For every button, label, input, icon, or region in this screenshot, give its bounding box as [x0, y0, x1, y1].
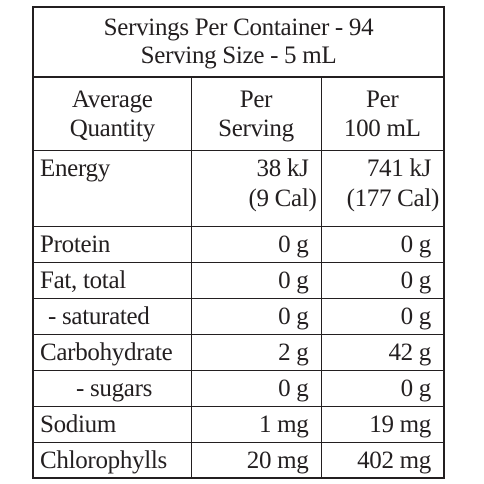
table-row: - sugars 0 g 0 g	[34, 370, 443, 407]
per-serving-value: 0 g	[190, 298, 322, 335]
table-row: Carbohydrate 2 g 42 g	[34, 334, 443, 371]
per-serving-value: 0 g	[190, 226, 322, 263]
row-label: Protein	[34, 226, 192, 263]
column-header-quantity: Average Quantity	[34, 78, 192, 151]
per-100ml-value: 19 mg	[320, 406, 443, 443]
table-row: Protein 0 g 0 g	[34, 226, 443, 263]
serving-size: Serving Size - 5 mL	[140, 42, 337, 69]
energy-per-100ml: 741 kJ (177 Cal)	[320, 150, 443, 227]
per-serving-value: 0 g	[190, 370, 322, 407]
row-label: Chlorophylls	[34, 442, 192, 478]
table-row: Fat, total 0 g 0 g	[34, 262, 443, 299]
per-serving-value: 0 g	[190, 262, 322, 299]
per-100ml-value: 0 g	[320, 298, 443, 335]
table-row: - saturated 0 g 0 g	[34, 298, 443, 335]
per-serving-value: 2 g	[190, 334, 322, 371]
per-100ml-value: 0 g	[320, 226, 443, 263]
table-row: Sodium 1 mg 19 mg	[34, 406, 443, 443]
per-serving-value: 20 mg	[190, 442, 322, 478]
row-label: - sugars	[34, 370, 192, 407]
per-100ml-value: 402 mg	[320, 442, 443, 478]
row-label: Energy	[34, 150, 192, 227]
nutrition-information-panel: Servings Per Container - 94 Serving Size…	[32, 6, 445, 479]
table-row: Chlorophylls 20 mg 402 mg	[34, 442, 443, 478]
column-header-row: Average Quantity Per Serving Per 100 mL	[34, 78, 443, 151]
column-header-per-serving: Per Serving	[190, 78, 322, 151]
row-label: - saturated	[34, 298, 192, 335]
row-label: Sodium	[34, 406, 192, 443]
row-label: Carbohydrate	[34, 334, 192, 371]
column-header-per-100ml: Per 100 mL	[320, 78, 443, 151]
per-serving-value: 1 mg	[190, 406, 322, 443]
per-100ml-value: 42 g	[320, 334, 443, 371]
row-label: Fat, total	[34, 262, 192, 299]
nutrition-header: Servings Per Container - 94 Serving Size…	[34, 8, 443, 78]
servings-per-container: Servings Per Container - 94	[103, 14, 374, 41]
nutrition-table: Average Quantity Per Serving Per 100 mL …	[34, 78, 443, 478]
per-100ml-value: 0 g	[320, 370, 443, 407]
per-100ml-value: 0 g	[320, 262, 443, 299]
energy-per-serving: 38 kJ (9 Cal)	[190, 150, 322, 227]
table-row-energy: Energy 38 kJ (9 Cal) 741 kJ (177 Cal)	[34, 150, 443, 227]
